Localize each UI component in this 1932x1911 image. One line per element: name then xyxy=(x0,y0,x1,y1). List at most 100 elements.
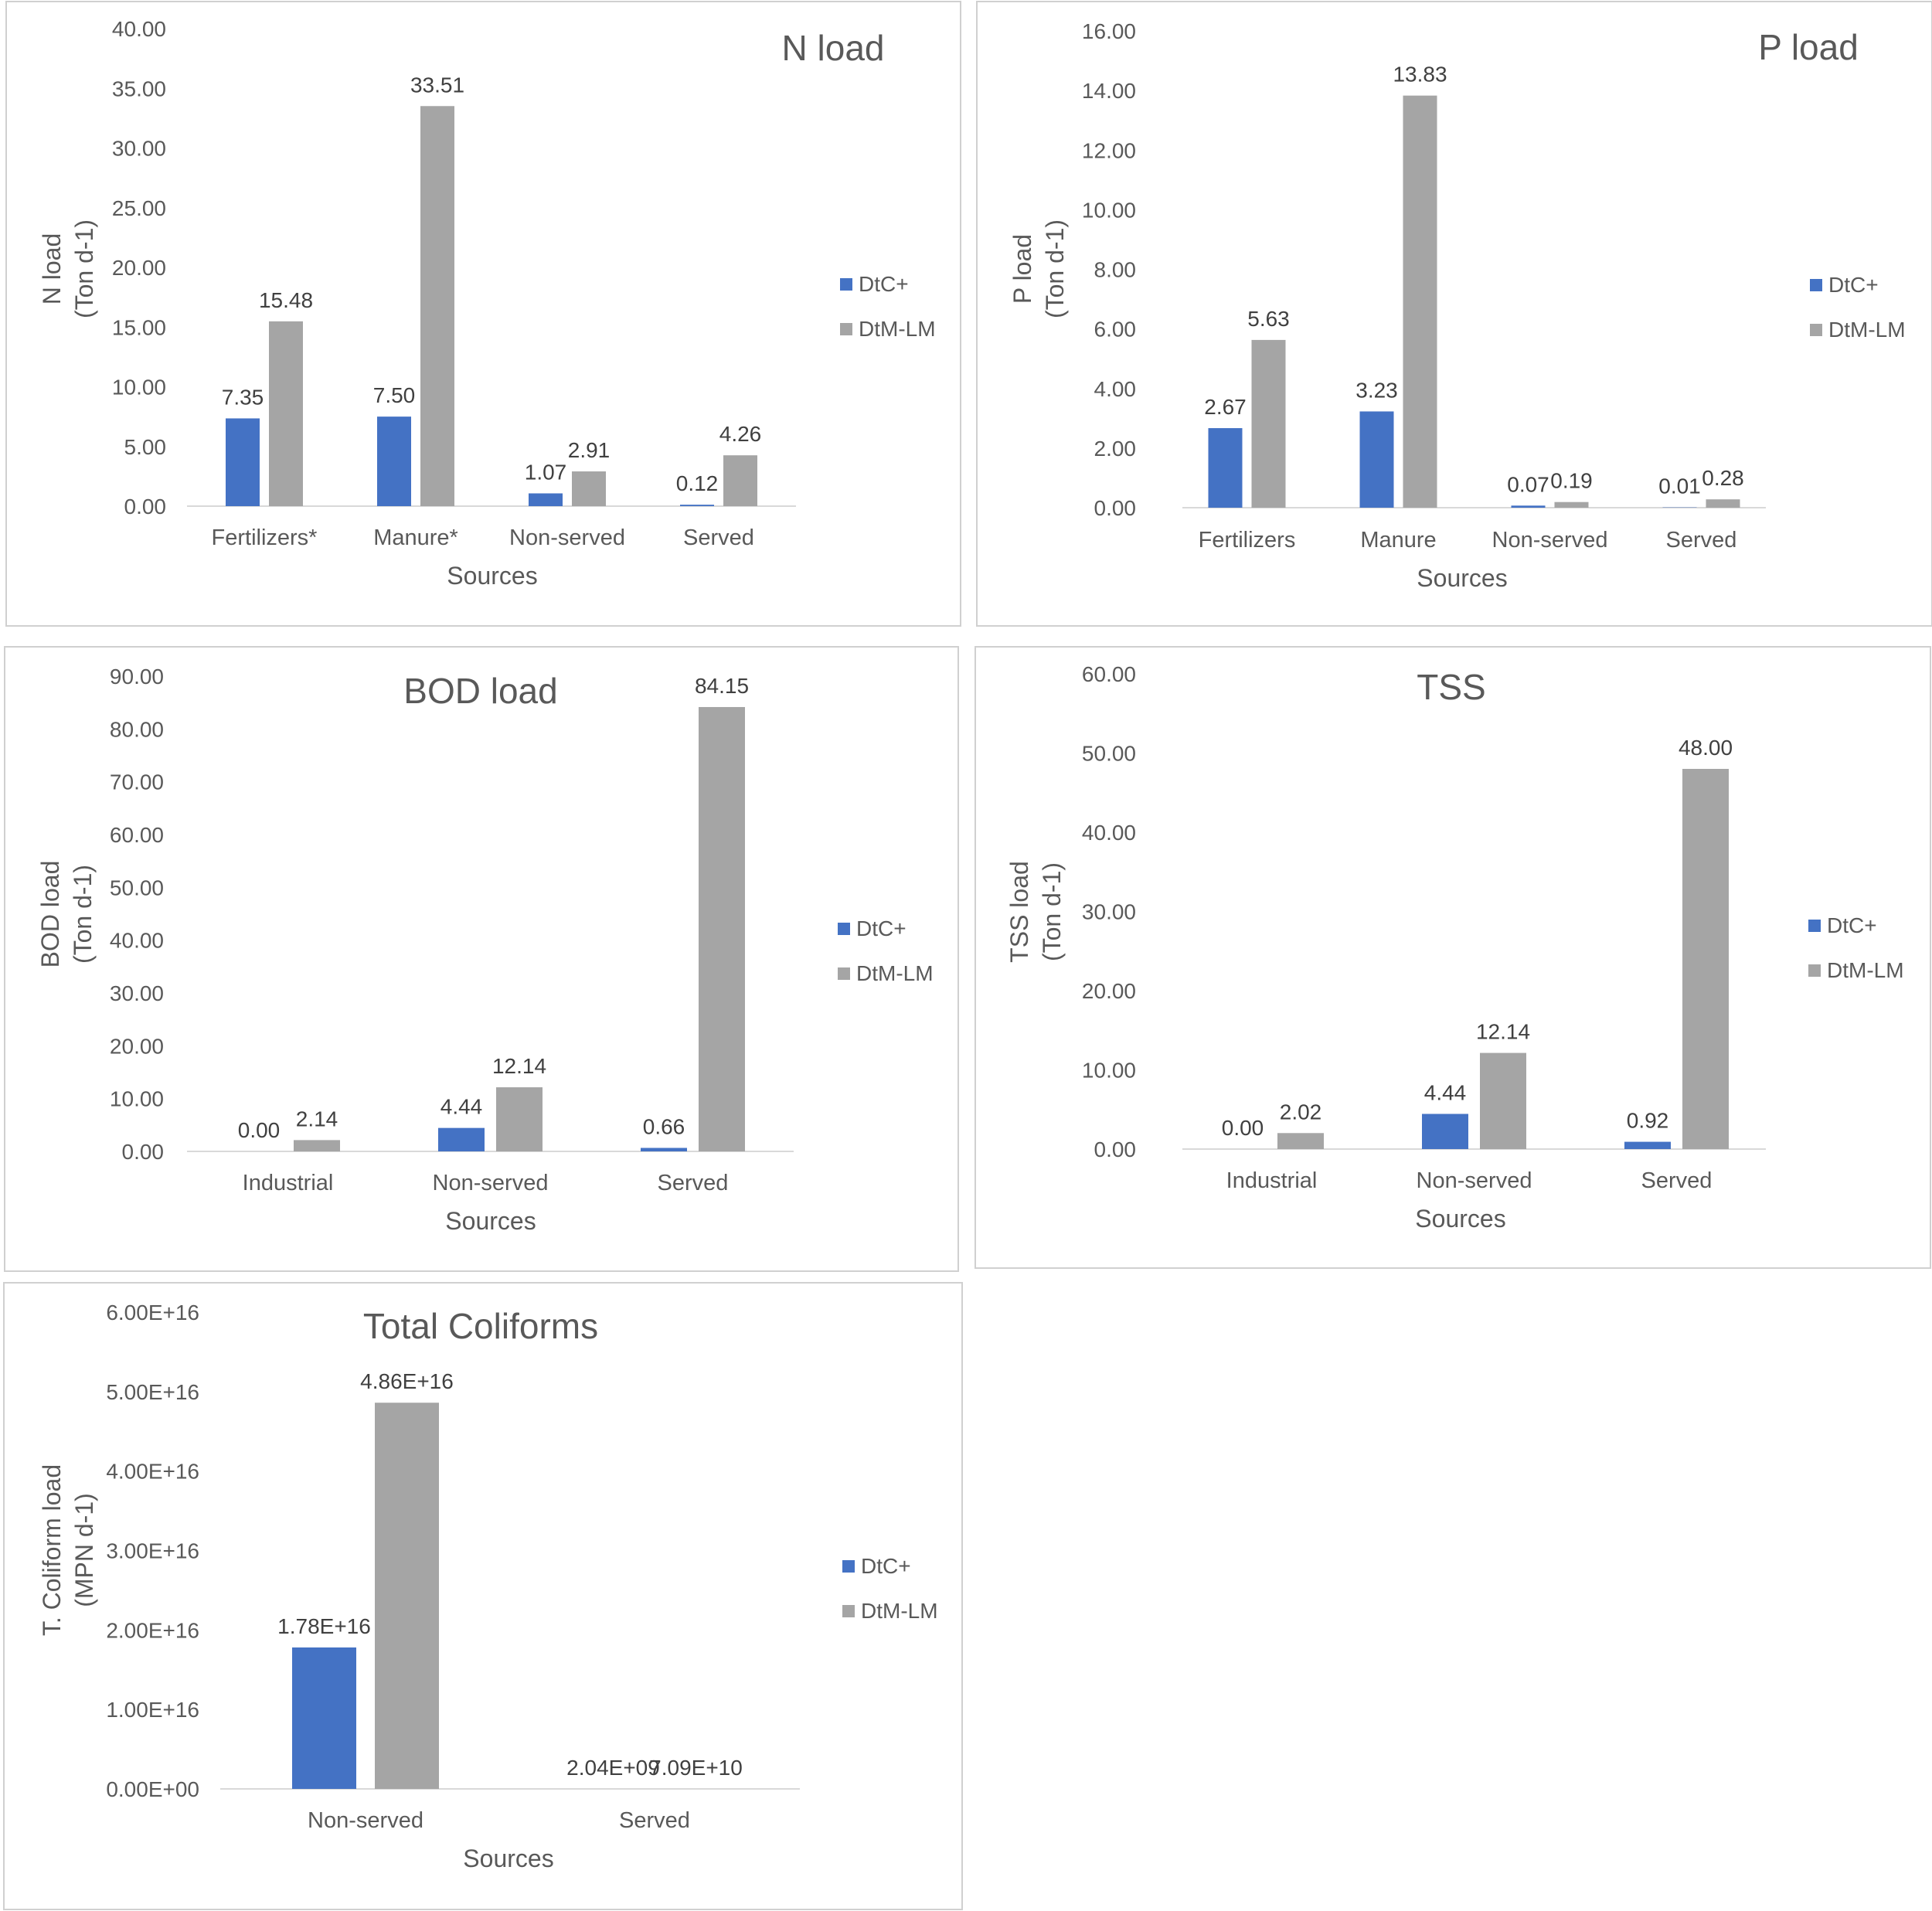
y-tick-label: 35.00 xyxy=(112,77,166,100)
data-label: 33.51 xyxy=(410,73,464,97)
bar-dtc xyxy=(377,417,411,506)
bod-load-panel: BOD load 0.00 10.00 20.00 30.00 40.00 50.00 60.… xyxy=(4,646,959,1272)
data-label: 0.07 xyxy=(1507,472,1549,496)
y-tick-label: 40.00 xyxy=(1082,821,1136,845)
legend-label: DtM-LM xyxy=(1828,318,1906,342)
chart-frame xyxy=(5,1,961,627)
data-label: 2.67 xyxy=(1204,395,1247,419)
data-label: 7.35 xyxy=(222,385,264,409)
p-load-panel: P load 0.00 2.00 4.00 6.00 8.00 10.00 12.00 14.0… xyxy=(976,1,1932,627)
y-tick-label: 0.00 xyxy=(1094,496,1137,520)
bar-dtm-lm xyxy=(572,471,606,506)
category-label: Served xyxy=(1666,528,1737,553)
legend-swatch-dtc xyxy=(840,278,852,291)
legend-label: DtC+ xyxy=(859,272,909,296)
category-label: Served xyxy=(1641,1168,1713,1193)
legend-swatch-dtm-lm xyxy=(838,967,850,980)
data-label: 0.01 xyxy=(1658,474,1701,498)
bar-dtc xyxy=(641,1148,687,1151)
chart-frame xyxy=(976,1,1932,627)
y-tick-label: 0.00E+00 xyxy=(106,1777,199,1801)
legend-label: DtM-LM xyxy=(861,1599,938,1623)
bar-dtm-lm xyxy=(1554,502,1589,508)
y-axis-title-line: (Ton d-1) xyxy=(70,219,98,318)
chart-title: BOD load xyxy=(403,671,557,711)
y-tick-label: 1.00E+16 xyxy=(106,1698,199,1722)
category-label: Industrial xyxy=(1226,1168,1318,1193)
y-tick-label: 60.00 xyxy=(110,823,164,847)
bar-dtc xyxy=(292,1647,356,1789)
data-label: 13.83 xyxy=(1393,63,1447,87)
y-tick-label: 0.00 xyxy=(124,495,167,519)
bar-dtc xyxy=(1208,428,1243,508)
y-tick-label: 20.00 xyxy=(112,256,166,280)
data-label: 0.12 xyxy=(676,471,719,495)
category-label: Served xyxy=(619,1808,690,1833)
y-tick-label: 16.00 xyxy=(1082,19,1136,43)
bar-dtm-lm xyxy=(1706,499,1740,508)
data-label: 5.63 xyxy=(1247,307,1290,331)
y-tick-label: 60.00 xyxy=(1082,662,1136,686)
bar-dtm-lm xyxy=(1480,1052,1526,1149)
legend-label: DtC+ xyxy=(856,916,906,940)
category-label: Industrial xyxy=(243,1171,334,1195)
category-label: Fertilizers xyxy=(1199,528,1296,553)
data-label: 84.15 xyxy=(695,674,749,698)
legend-swatch-dtc xyxy=(1810,279,1822,291)
data-label: 4.26 xyxy=(719,422,762,446)
bar-dtc xyxy=(680,505,714,506)
bar-dtm-lm xyxy=(1251,339,1286,508)
y-tick-label: 25.00 xyxy=(112,196,166,220)
y-tick-label: 20.00 xyxy=(110,1034,164,1058)
data-label: 12.14 xyxy=(1476,1020,1530,1044)
y-tick-label: 4.00E+16 xyxy=(106,1460,199,1484)
data-label: 0.92 xyxy=(1627,1109,1669,1133)
y-tick-label: 2.00 xyxy=(1094,437,1137,461)
y-tick-label: 10.00 xyxy=(110,1087,164,1111)
data-label: 4.44 xyxy=(1424,1080,1467,1104)
y-tick-label: 12.00 xyxy=(1082,138,1136,162)
y-tick-label: 5.00 xyxy=(124,435,167,459)
legend-label: DtM-LM xyxy=(1827,958,1904,982)
data-label: 15.48 xyxy=(259,288,313,312)
bar-dtc xyxy=(1422,1114,1468,1149)
y-tick-label: 40.00 xyxy=(110,929,164,953)
data-label: 2.91 xyxy=(568,438,611,462)
data-label: 4.44 xyxy=(440,1095,483,1119)
data-label: 0.00 xyxy=(1222,1116,1264,1140)
x-axis-title: Sources xyxy=(447,562,537,590)
bar-dtm-lm xyxy=(496,1087,543,1151)
data-label: 0.19 xyxy=(1550,469,1593,493)
bar-dtc xyxy=(226,418,260,506)
category-label: Served xyxy=(658,1171,729,1195)
data-label: 7.09E+10 xyxy=(649,1756,743,1780)
y-tick-label: 6.00E+16 xyxy=(106,1301,199,1324)
y-axis-title: BOD load (Ton d-1) xyxy=(36,861,97,968)
y-axis-title-line: (MPN d-1) xyxy=(70,1493,98,1607)
y-tick-label: 6.00 xyxy=(1094,318,1137,342)
y-tick-label: 10.00 xyxy=(1082,198,1136,222)
chart-title: Total Coliforms xyxy=(363,1306,598,1346)
bar-dtm-lm xyxy=(699,706,745,1151)
y-axis-title: N load (Ton d-1) xyxy=(38,219,98,318)
bar-dtc xyxy=(529,493,563,506)
y-axis-title-line: T. Coliform load xyxy=(38,1464,66,1636)
data-label: 2.14 xyxy=(296,1107,338,1131)
category-label: Served xyxy=(683,525,754,550)
bar-dtm-lm xyxy=(1403,95,1437,508)
category-label: Non-served xyxy=(433,1171,549,1195)
bar-dtm-lm xyxy=(294,1140,340,1151)
legend-swatch-dtm-lm xyxy=(842,1605,855,1617)
tss-load-panel: TSS 0.00 10.00 20.00 30.00 40.00 50.00 60.00 Ind… xyxy=(975,646,1931,1269)
data-label: 4.86E+16 xyxy=(360,1369,454,1393)
data-label: 7.50 xyxy=(373,383,416,407)
chart-title: N load xyxy=(782,28,885,68)
chart-frame xyxy=(3,1282,963,1910)
data-label: 48.00 xyxy=(1679,736,1733,760)
data-label: 2.04E+09 xyxy=(566,1756,660,1780)
n-load-panel: N load 0.00 5.00 10.00 15.00 20.00 25.00 30.00 3… xyxy=(5,1,961,627)
data-label: 0.00 xyxy=(238,1118,281,1142)
legend-label: DtM-LM xyxy=(859,317,936,341)
legend-swatch-dtc xyxy=(838,923,850,935)
